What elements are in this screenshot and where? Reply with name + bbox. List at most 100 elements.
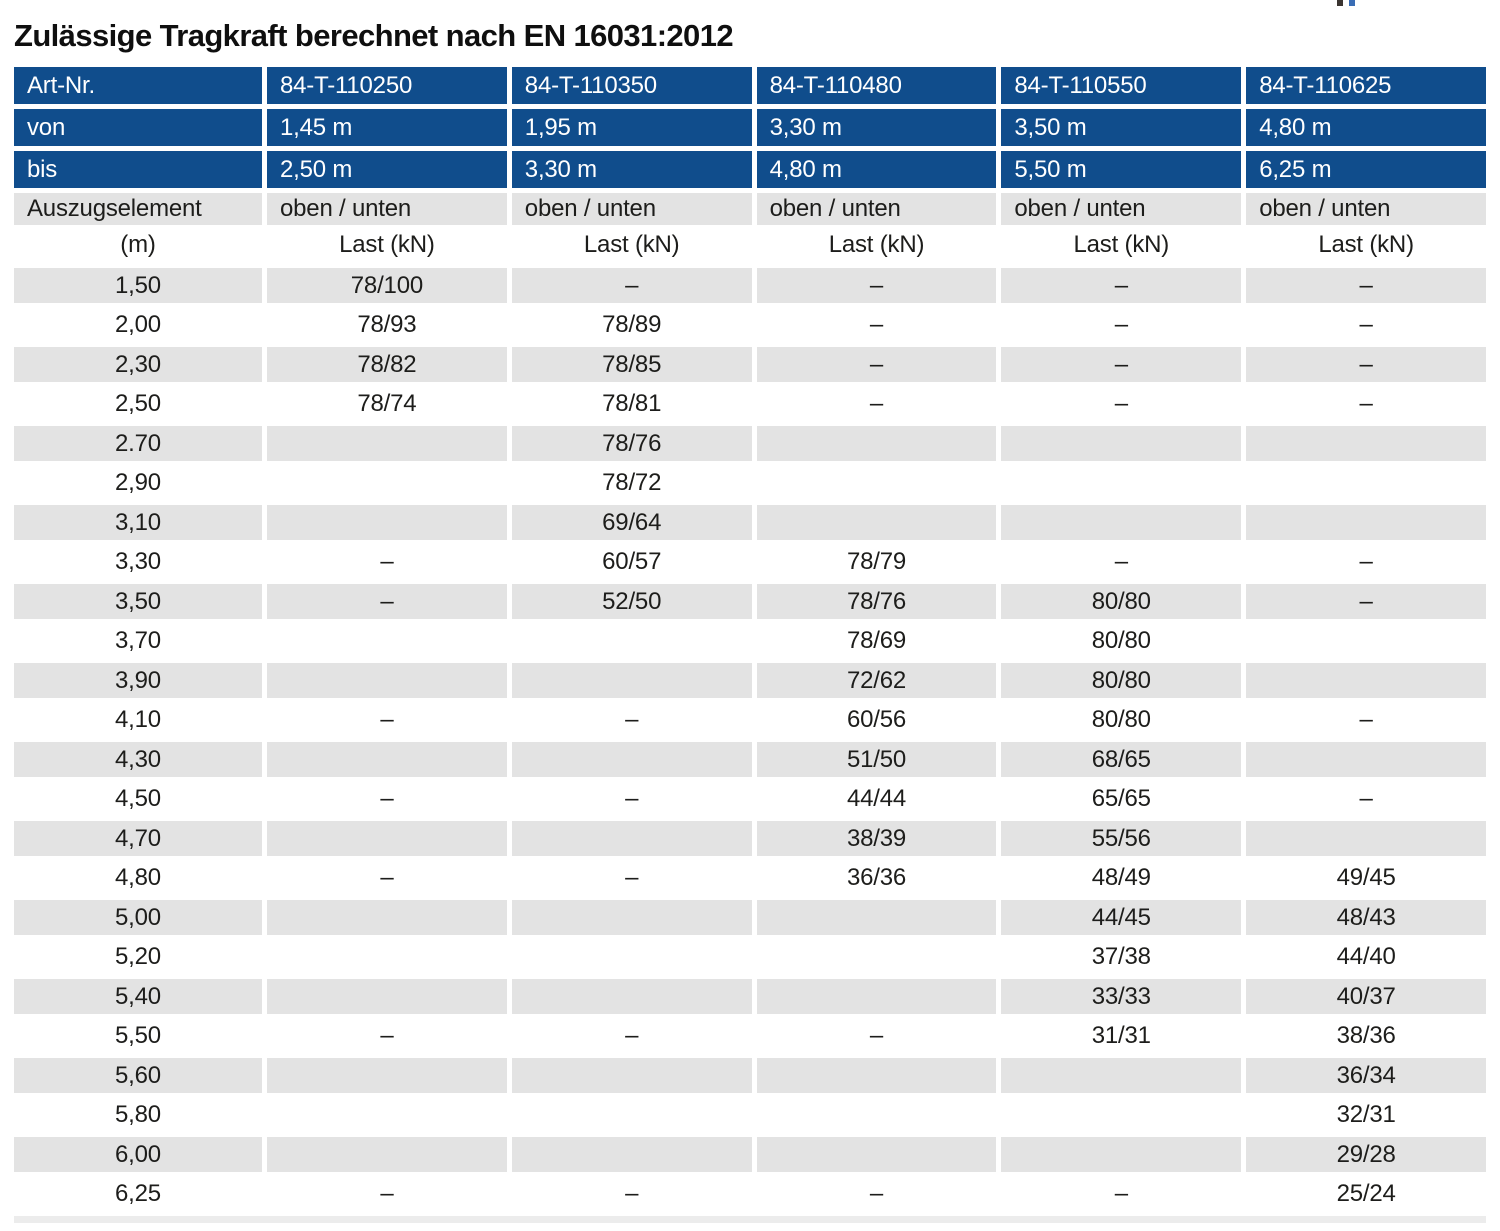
table-cell [511,1137,752,1172]
table-cell [267,426,507,461]
table-cell: – [267,584,507,619]
length-cell: 5,20 [115,943,161,970]
length-cell: 3,70 [115,627,161,654]
table-cell: 60/57 [602,548,662,575]
table-cell: – [380,548,394,575]
table-cell: 38/39 [756,821,997,856]
length-cell: 4,70 [14,821,262,856]
table-cell: 4,80 m [1246,109,1486,146]
length-cell: 3,90 [14,663,262,698]
table-row: 4,80 – – 36/36 48/49 49/45 [14,861,1486,896]
table-cell: oben / unten [267,193,507,225]
length-cell: 4,30 [14,742,262,777]
table-cell [1001,505,1242,540]
table-cell: Last (kN) [1318,231,1414,258]
table-cell: 29/28 [1246,1137,1486,1172]
table-cell: – [1246,268,1486,303]
table-cell: oben / unten [1246,193,1486,225]
row-label-cell: (m) [120,231,156,258]
table-cell: 4,80 m [756,151,997,188]
table-row: 2,30 78/82 78/85– – – [14,347,1486,382]
table-cell: 37/38 [1091,943,1151,970]
table-cell: – [625,1180,639,1207]
table-cell: 80/80 [1091,706,1151,733]
table-row: 4,30 51/50 68/65 [14,742,1486,777]
length-cell: 5,50 [115,1022,161,1049]
table-cell: oben / unten [1001,193,1242,225]
table-cell [1246,624,1486,659]
table-cell: 44/40 [1336,943,1396,970]
length-cell: 4,10 [115,706,161,733]
table-cell: 38/36 [1336,1022,1396,1049]
table-cell [511,900,752,935]
row-label-cell: Art-Nr. [14,67,262,104]
table-cell: 80/80 [1091,627,1151,654]
table-row: 3,70 78/69 80/80 [14,624,1486,659]
length-cell: 5,00 [14,900,262,935]
table-cell: 78/74 [357,390,417,417]
table-cell [756,1058,997,1093]
length-cell: 2.70 [14,426,262,461]
row-label-cell: bis [14,151,262,188]
next-row-sliver [14,1216,1486,1223]
table-cell [756,900,997,935]
table-header-row: von 1,45 m 1,95 m 3,30 m 3,50 m 4,80 m [14,109,1486,146]
table-cell: 65/65 [1091,785,1151,812]
table-cell: – [380,864,394,891]
table-cell [756,426,997,461]
table-header-row: Auszugselement oben / unten oben / unten ob… [14,193,1486,225]
table-cell: – [380,1180,394,1207]
table-cell: 78/69 [846,627,907,654]
table-cell: 78/82 [267,347,507,382]
table-cell [511,1058,752,1093]
table-row: 5,50 – – – 31/31 38/36 [14,1019,1486,1054]
table-cell: 44/44 [846,785,907,812]
cropped-print-artifact [1349,0,1355,6]
table-cell [1246,742,1486,777]
table-cell: 48/43 [1246,900,1486,935]
table-cell: 3,50 m [1001,109,1242,146]
table-row: 5,00 44/45 48/43 [14,900,1486,935]
table-cell: 40/37 [1246,979,1486,1014]
table-header-row: bis 2,50 m 3,30 m 4,80 m 5,50 m 6,25 m [14,151,1486,188]
table-row: 5,40 33/33 40/37 [14,979,1486,1014]
table-cell: – [380,706,394,733]
table-cell: – [1114,548,1128,575]
length-cell: 5,60 [14,1058,262,1093]
table-cell [511,821,752,856]
table-row: 2,50 78/74 78/81 – – – [14,387,1486,422]
table-cell: 6,25 m [1246,151,1486,188]
table-cell: 2,50 m [267,151,507,188]
table-cell: 1,45 m [267,109,507,146]
table-cell [267,1137,507,1172]
table-cell [267,466,507,501]
table-cell: 25/24 [1336,1180,1396,1207]
table-cell: 84-T-110625 [1246,67,1486,104]
length-cell: 2,00 [115,311,161,338]
table-row: 3,10 69/64 [14,505,1486,540]
table-row: 3,50–52/50 78/76 80/80– [14,584,1486,619]
table-cell [267,624,507,659]
table-cell: – [1359,706,1373,733]
table-cell [1246,663,1486,698]
table-cell: Last (kN) [1073,231,1170,258]
table-cell: 1,95 m [511,109,752,146]
length-cell: 5,40 [14,979,262,1014]
table-cell: 78/100 [267,268,507,303]
length-cell: 3,10 [14,505,262,540]
table-cell: – [869,390,884,417]
table-cell: 49/45 [1336,864,1396,891]
table-row: 1,50 78/100– – – – [14,268,1486,303]
table-cell: Last (kN) [583,231,680,258]
length-cell: 2,90 [115,469,161,496]
table-cell: 78/76 [756,584,997,619]
table-cell: 84-T-110550 [1001,67,1242,104]
table-row: 2.70 78/76 [14,426,1486,461]
table-cell: – [1359,311,1373,338]
table-cell: – [1246,584,1486,619]
table-cell: 78/81 [602,390,662,417]
table-cell [1246,466,1486,501]
table-row: 2,90 78/72 [14,466,1486,501]
table-cell: 72/62 [756,663,997,698]
table-cell: – [869,311,884,338]
